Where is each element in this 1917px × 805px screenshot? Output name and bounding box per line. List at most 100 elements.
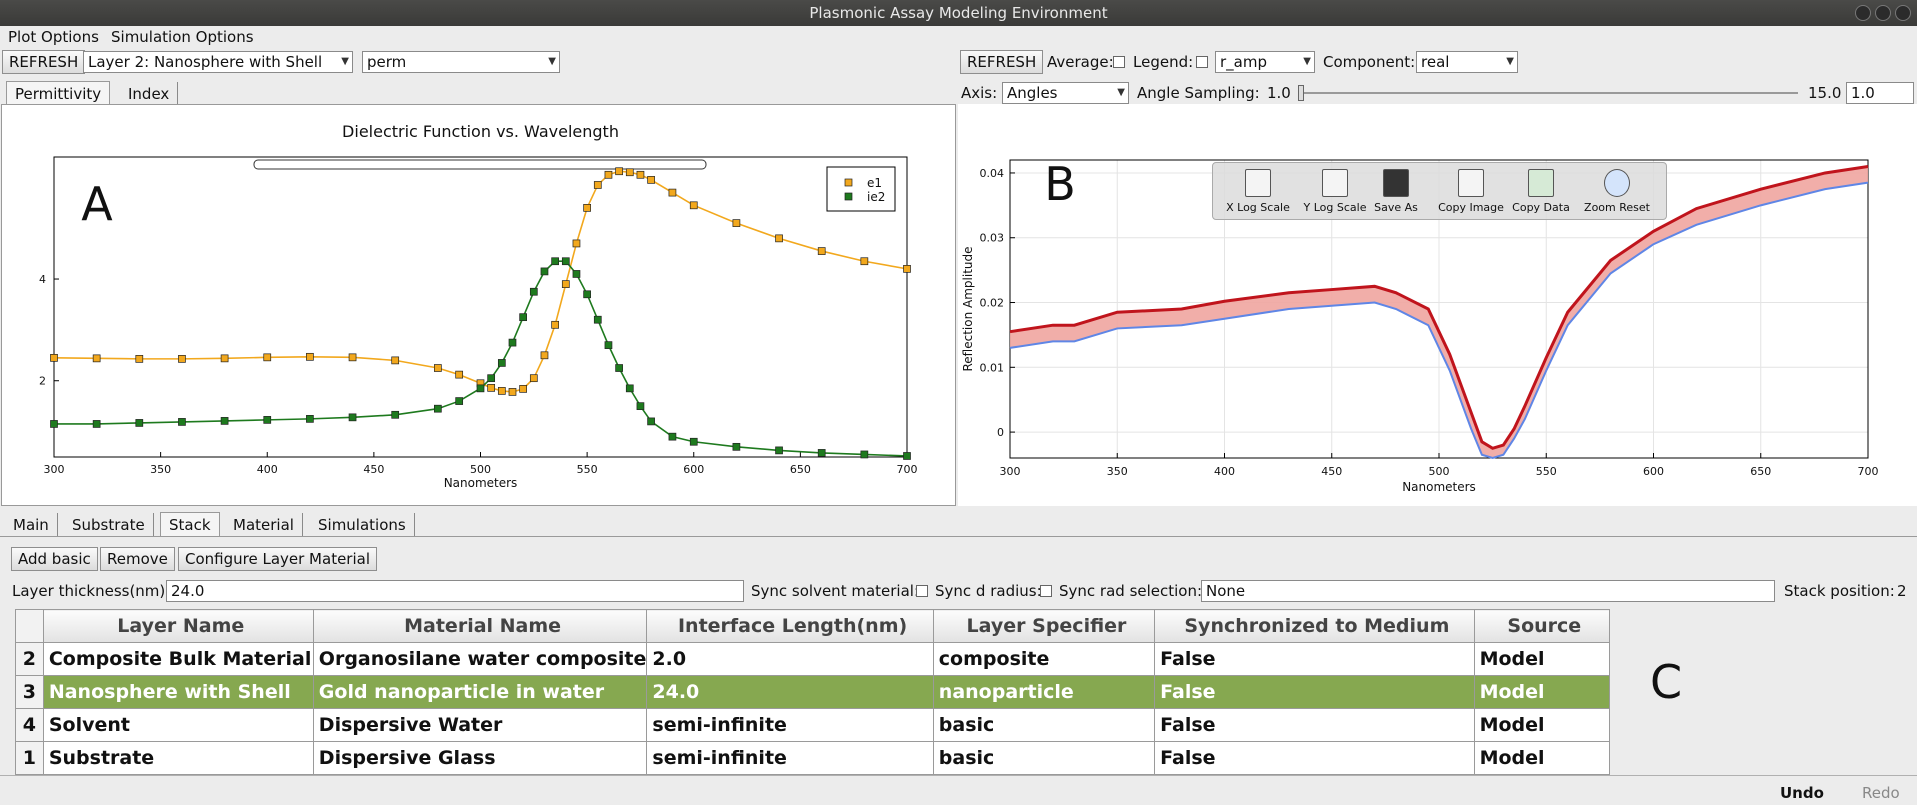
remove-button[interactable]: Remove (100, 547, 175, 571)
column-header[interactable]: Layer Specifier (932, 609, 1156, 643)
table-cell[interactable]: semi-infinite (646, 708, 934, 742)
table-cell[interactable]: Dispersive Water (312, 708, 648, 742)
data-point-ie2 (775, 446, 783, 455)
layer-select[interactable]: Layer 2: Nanosphere with Shell ▼ (83, 51, 353, 73)
table-row[interactable]: 3 Nanosphere with Shell Gold nanoparticle … (15, 675, 1611, 709)
table-cell[interactable]: Composite Bulk Material (42, 642, 314, 676)
column-header[interactable]: Source (1473, 609, 1611, 643)
tab-main[interactable]: Main (5, 513, 58, 537)
row-index[interactable]: 1 (15, 741, 44, 775)
menu-plot-options[interactable]: Plot Options (8, 28, 99, 46)
maximize-icon[interactable] (1875, 5, 1891, 21)
column-header[interactable]: Interface Length(nm) (646, 609, 934, 643)
table-cell[interactable]: Gold nanoparticle in water (312, 675, 648, 709)
axis-select[interactable]: Angles ▼ (1002, 82, 1129, 104)
table-cell[interactable]: 24.0 (646, 675, 934, 709)
table-cell[interactable]: 2.0 (646, 642, 934, 676)
chevron-down-icon: ▼ (548, 56, 556, 67)
table-header: Layer Name Material Name Interface Lengt… (15, 609, 1611, 643)
x-log-scale-icon (1245, 169, 1271, 197)
table-row[interactable]: 4 Solvent Dispersive Water semi-infinite bas… (15, 708, 1611, 742)
table-cell[interactable]: Model (1473, 675, 1611, 709)
x-tick-label: 650 (790, 463, 811, 476)
component-select[interactable]: real ▼ (1416, 51, 1518, 73)
add-basic-button[interactable]: Add basic (11, 547, 98, 571)
tab-index[interactable]: Index (120, 82, 179, 106)
y-log-scale-button[interactable]: Y Log Scale (1295, 169, 1375, 214)
slider-handle[interactable] (1298, 85, 1304, 101)
data-point-ie2 (135, 419, 144, 427)
data-point-e1 (689, 201, 698, 210)
table-cell[interactable]: Solvent (42, 708, 314, 742)
close-icon[interactable] (1895, 5, 1911, 21)
table-cell[interactable]: Nanosphere with Shell (42, 675, 314, 709)
table-cell[interactable]: Substrate (42, 741, 314, 775)
copy-data-button[interactable]: Copy Data (1506, 169, 1576, 214)
range-slider[interactable] (253, 159, 707, 170)
row-index[interactable]: 4 (15, 708, 44, 742)
data-point-e1 (593, 181, 602, 189)
table-cell[interactable]: False (1154, 675, 1475, 709)
tab-material[interactable]: Material (225, 513, 303, 537)
table-cell[interactable]: nanoparticle (932, 675, 1156, 709)
redo-button[interactable]: Redo (1862, 784, 1900, 802)
sync-rad-label: Sync rad selection: (1059, 582, 1203, 600)
table-row[interactable]: 2 Composite Bulk Material Organosilane wat… (15, 642, 1611, 676)
row-index[interactable]: 2 (15, 642, 44, 676)
menu-simulation-options[interactable]: Simulation Options (111, 28, 254, 46)
tab-stack[interactable]: Stack (160, 512, 220, 536)
table-cell[interactable]: False (1154, 741, 1475, 775)
sync-solvent-checkbox[interactable] (916, 585, 928, 597)
data-point-e1 (306, 352, 314, 361)
window-title: Plasmonic Assay Modeling Environment (809, 4, 1108, 22)
data-point-ie2 (551, 257, 559, 266)
data-point-ie2 (50, 420, 58, 428)
table-cell[interactable]: basic (932, 741, 1156, 775)
tab-simulations[interactable]: Simulations (310, 513, 415, 537)
sync-d-radius-checkbox[interactable] (1040, 585, 1052, 597)
left-refresh-button[interactable]: REFRESH (2, 50, 86, 74)
index-header (15, 609, 44, 643)
undo-button[interactable]: Undo (1780, 784, 1824, 802)
table-cell[interactable]: composite (932, 642, 1156, 676)
column-header[interactable]: Material Name (312, 609, 648, 643)
data-point-ie2 (455, 397, 464, 405)
x-log-scale-button[interactable]: X Log Scale (1218, 169, 1298, 214)
y-tick-label: 0 (997, 426, 1004, 439)
tab-permittivity[interactable]: Permittivity (6, 81, 111, 105)
table-cell[interactable]: basic (932, 708, 1156, 742)
table-cell[interactable]: Dispersive Glass (312, 741, 648, 775)
right-refresh-button[interactable]: REFRESH (960, 50, 1044, 74)
column-header[interactable]: Layer Name (42, 609, 314, 643)
permittivity-chart[interactable]: Dielectric Function vs. Wavelength 300 350… (2, 105, 957, 507)
data-point-ie2 (668, 432, 677, 441)
tab-substrate[interactable]: Substrate (64, 513, 154, 537)
table-cell[interactable]: Model (1473, 741, 1611, 775)
layer-thickness-input[interactable]: 24.0 (166, 580, 744, 602)
table-cell[interactable]: semi-infinite (646, 741, 934, 775)
y-tick-label: 0.01 (980, 361, 1005, 374)
column-header[interactable]: Synchronized to Medium (1154, 609, 1475, 643)
row-index[interactable]: 3 (15, 675, 44, 709)
table-cell[interactable]: Model (1473, 642, 1611, 676)
table-cell[interactable]: False (1154, 642, 1475, 676)
table-cell[interactable]: False (1154, 708, 1475, 742)
table-row[interactable]: 1 Substrate Dispersive Glass semi-infinite b… (15, 741, 1611, 775)
average-checkbox[interactable] (1113, 56, 1125, 68)
r-select[interactable]: r_amp ▼ (1215, 51, 1315, 73)
angle-sampling-input[interactable]: 1.0 (1846, 82, 1914, 104)
table-cell[interactable]: Organosilane water composite (312, 642, 648, 676)
panel-b-letter: B (1044, 157, 1076, 211)
minimize-icon[interactable] (1855, 5, 1871, 21)
configure-layer-material-button[interactable]: Configure Layer Material (178, 547, 377, 571)
sync-rad-input[interactable]: None (1201, 580, 1775, 602)
quantity-select[interactable]: perm ▼ (362, 51, 560, 73)
legend-checkbox[interactable] (1196, 56, 1208, 68)
panel-c-letter: C (1650, 655, 1683, 709)
save-as-button[interactable]: Save As (1361, 169, 1431, 214)
zoom-reset-button[interactable]: Zoom Reset (1577, 169, 1657, 214)
table-cell[interactable]: Model (1473, 708, 1611, 742)
angle-sampling-slider[interactable] (1298, 85, 1798, 101)
copy-image-button[interactable]: Copy Image (1431, 169, 1511, 214)
layer-table[interactable]: Layer Name Material Name Interface Lengt… (15, 609, 1611, 775)
